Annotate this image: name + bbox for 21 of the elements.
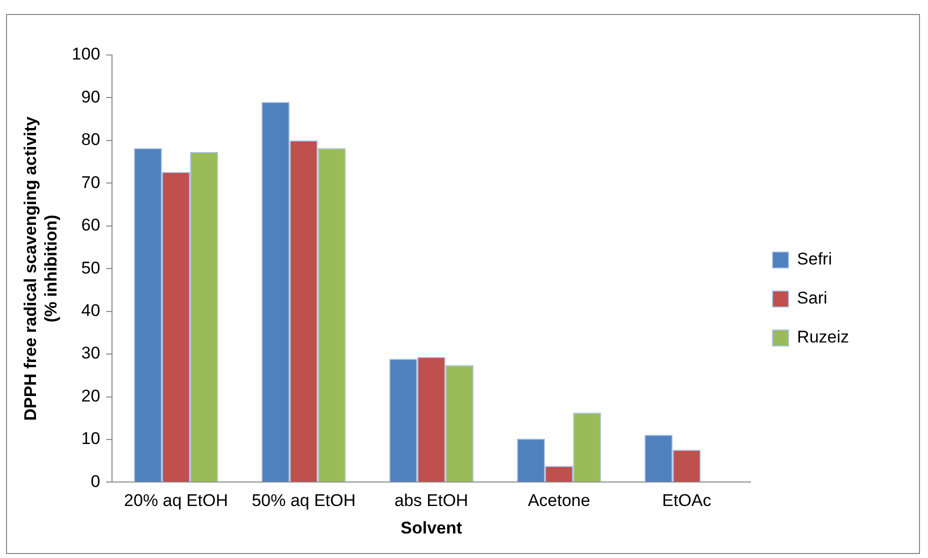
x-tick-label: Acetone <box>528 491 590 510</box>
y-tick-label: 10 <box>81 429 100 448</box>
y-tick-label: 90 <box>81 87 100 106</box>
x-tick-label: 50% aq EtOH <box>252 491 356 510</box>
y-axis-title: DPPH free radical scavenging activity (% inhibition) <box>20 116 60 421</box>
x-tick-label: 20% aq EtOH <box>124 491 228 510</box>
y-tick-label: 40 <box>81 301 100 320</box>
y-tick-label: 0 <box>90 472 100 491</box>
legend-label: Sefri <box>797 250 832 269</box>
legend-label: Ruzeiz <box>797 328 850 347</box>
y-tick-label: 50 <box>81 258 100 278</box>
x-axis-title: Solvent <box>400 518 462 538</box>
y-tick-label: 100 <box>72 44 100 64</box>
x-tick-label: EtOAc <box>662 491 712 510</box>
y-tick-label: 20 <box>81 386 100 406</box>
x-tick-label: abs EtOH <box>394 491 468 510</box>
y-tick-label: 70 <box>81 172 100 192</box>
y-tick-label: 30 <box>81 344 100 363</box>
legend-label: Sari <box>797 288 828 308</box>
y-tick-label: 60 <box>81 216 100 235</box>
y-tick-label: 80 <box>81 130 100 150</box>
